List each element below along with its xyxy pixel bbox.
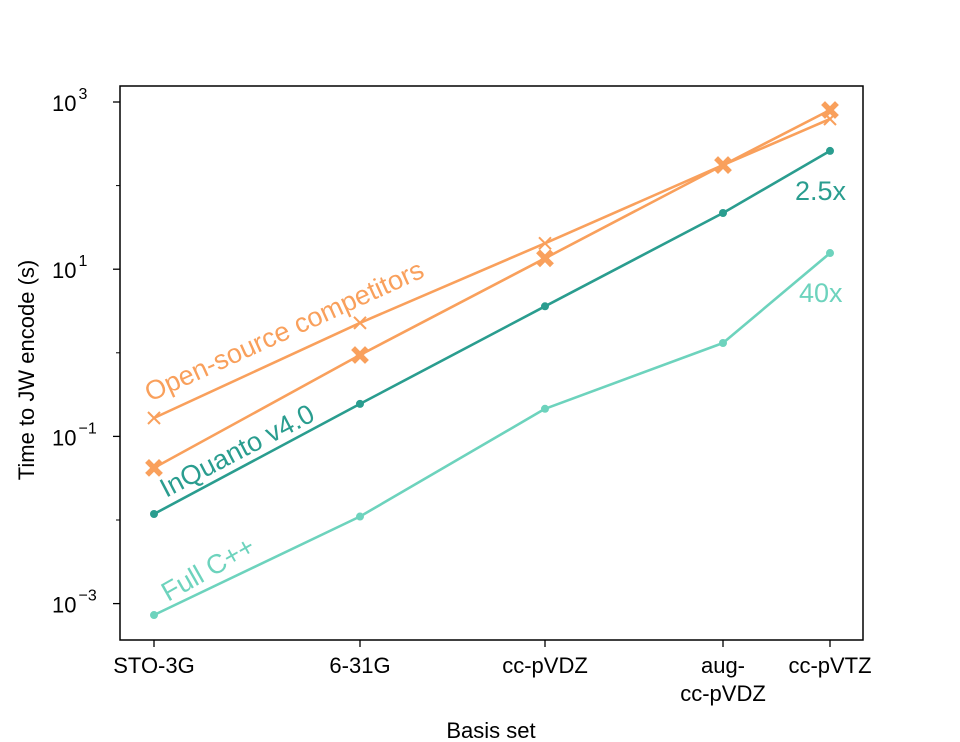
y-tick-label: 10 −1 [52,420,97,450]
data-point [356,399,364,408]
x-tick-label: cc-pVDZ [680,681,766,706]
filled-x-marker [714,156,732,174]
series-line [147,112,837,425]
x-marker [353,316,367,330]
data-point [826,249,834,258]
x-tick-label: STO-3G [113,653,195,678]
x-axis-ticks: STO-3G 6-31G cc-pVDZ aug-cc-pVDZ cc-pVTZ [113,640,872,706]
data-point [541,302,549,311]
x-marker [538,236,552,251]
filled-x-marker [351,346,369,364]
data-point [719,209,727,218]
series-annotation: Open-source competitors [140,254,428,407]
axes-frame [119,85,864,641]
series-annotation: InQuanto v4.0 [155,398,319,503]
x-tick-label: cc-pVDZ [502,653,588,678]
x-axis-label: Basis set [446,718,535,742]
filled-x-marker [145,459,163,477]
filled-x-marker [821,101,839,119]
data-point [150,611,158,620]
y-tick-label: 10 1 [52,253,87,283]
x-marker [147,411,161,425]
series-annotation: 2.5x [795,176,847,206]
data-point [826,146,834,155]
series-line [145,101,839,477]
y-tick-label: 10 −3 [52,588,97,618]
data-point [719,338,727,347]
series-layer [145,101,839,620]
y-tick-label: 10 3 [52,86,87,116]
data-point [356,512,364,521]
x-tick-label: 6-31G [329,653,390,678]
series-annotation: Full C++ [156,531,260,607]
x-tick-label: aug- [701,653,745,678]
filled-x-marker [536,249,554,268]
y-axis-label: Time to JW encode (s) [14,260,39,480]
x-tick-label: cc-pVTZ [788,653,871,678]
data-point [150,509,158,518]
series-line [150,146,834,518]
series-line [150,249,834,620]
series-annotation: 40x [799,278,843,308]
data-point [541,404,549,413]
